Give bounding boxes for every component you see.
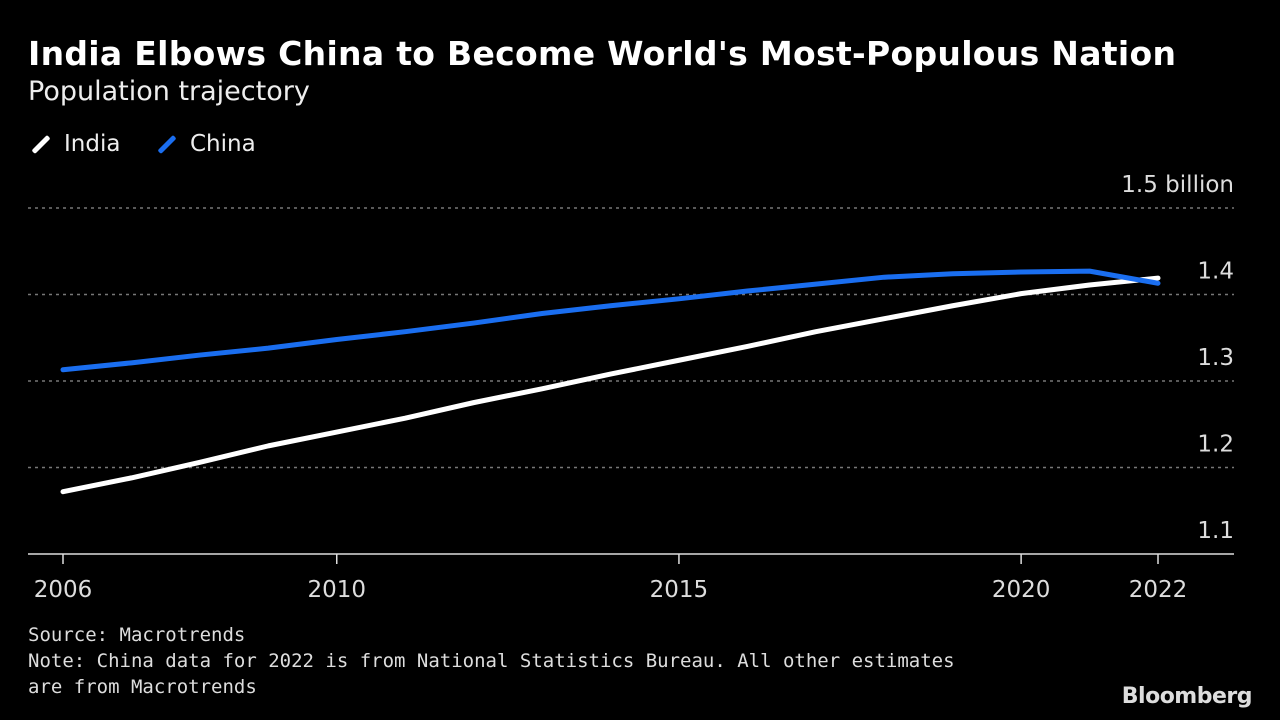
x-tick-label: 2010 — [307, 577, 366, 603]
y-tick-label: 1.1 — [1197, 518, 1234, 544]
y-tick-label: 1.5 billion — [1121, 172, 1234, 198]
footnote-line-1: Note: China data for 2022 is from Nation… — [28, 650, 955, 672]
footnote-line-2: are from Macrotrends — [28, 676, 257, 698]
legend-label-india: India — [64, 131, 121, 157]
x-tick-label: 2006 — [34, 577, 93, 603]
legend-label-china: China — [190, 131, 256, 157]
series-line-china — [60, 268, 1161, 373]
x-tick-label: 2022 — [1129, 577, 1188, 603]
x-tick-label: 2020 — [992, 577, 1051, 603]
chart-subtitle: Population trajectory — [28, 76, 310, 107]
x-tick-label: 2015 — [650, 577, 709, 603]
y-tick-label: 1.4 — [1197, 259, 1234, 285]
legend-item-china: China — [156, 131, 256, 157]
chart-title: India Elbows China to Become World's Mos… — [28, 34, 1177, 73]
y-tick-label: 1.2 — [1197, 432, 1234, 458]
source-note: Source: Macrotrends — [28, 624, 246, 646]
series-line-india — [60, 275, 1161, 495]
bloomberg-logo: Bloomberg — [1121, 684, 1253, 709]
y-tick-label: 1.3 — [1197, 345, 1234, 371]
legend-item-india: India — [30, 131, 120, 157]
